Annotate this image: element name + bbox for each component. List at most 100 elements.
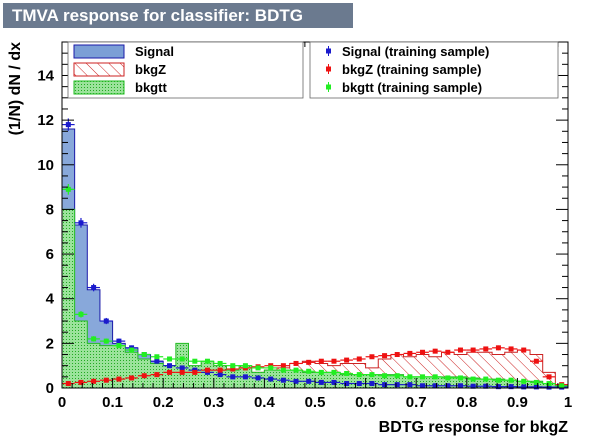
data-point xyxy=(65,186,71,192)
data-point xyxy=(356,381,362,387)
data-point xyxy=(546,384,552,390)
data-point xyxy=(546,381,552,387)
data-point xyxy=(103,338,109,344)
y-tick-label: 10 xyxy=(37,157,54,174)
data-point xyxy=(369,354,375,360)
data-point xyxy=(318,379,324,385)
data-point xyxy=(495,384,501,390)
data-point xyxy=(331,369,337,375)
x-tick-label: 0.1 xyxy=(102,394,123,411)
data-point xyxy=(91,285,97,291)
data-point xyxy=(141,352,147,358)
axes: 0 0.1 0.2 0.3 0.4 0.5 0.6 0.7 0.8 0.9 102468101214… xyxy=(7,41,572,436)
markers-bkgtt-training xyxy=(62,184,568,389)
data-point xyxy=(78,220,84,226)
data-point xyxy=(268,365,274,371)
data-point xyxy=(280,377,286,383)
legend-swatch-bkgtt xyxy=(73,80,125,95)
data-point xyxy=(533,358,539,364)
data-point xyxy=(369,381,375,387)
data-point xyxy=(508,384,514,390)
data-point xyxy=(382,382,388,388)
legend-label-bkgz: bkgZ xyxy=(135,62,166,77)
data-point xyxy=(154,372,160,378)
data-point xyxy=(204,358,210,364)
data-point xyxy=(559,383,565,389)
x-tick-label: 0.6 xyxy=(355,394,376,411)
data-point xyxy=(331,379,337,385)
data-point xyxy=(521,347,527,353)
y-tick-label: 0 xyxy=(46,380,54,397)
data-point xyxy=(318,369,324,375)
legend: Signal bkgZ bkgtt Signal (training sample) b… xyxy=(67,41,559,99)
data-point xyxy=(78,311,84,317)
data-point xyxy=(457,347,463,353)
data-point xyxy=(483,383,489,389)
data-point xyxy=(318,358,324,364)
data-point xyxy=(293,367,299,373)
data-point xyxy=(356,372,362,378)
data-point xyxy=(432,374,438,380)
data-point xyxy=(293,360,299,366)
data-point xyxy=(394,373,400,379)
data-point xyxy=(293,378,299,384)
data-point xyxy=(129,375,135,381)
data-point xyxy=(369,372,375,378)
legend-swatch-bkgz xyxy=(73,62,125,77)
data-point xyxy=(65,381,71,387)
data-point xyxy=(407,374,413,380)
y-tick-label: 8 xyxy=(46,201,54,218)
x-tick-label: 0.7 xyxy=(406,394,427,411)
data-point xyxy=(116,338,122,344)
y-axis-label: (1/N) dN / dx xyxy=(7,42,24,135)
data-point xyxy=(344,381,350,387)
data-point xyxy=(167,369,173,375)
data-point xyxy=(179,365,185,371)
data-point xyxy=(331,358,337,364)
legend-swatch-signal xyxy=(73,44,125,59)
data-point xyxy=(306,359,312,365)
data-point xyxy=(495,377,501,383)
data-point xyxy=(420,383,426,389)
data-point xyxy=(192,369,198,375)
data-point xyxy=(78,379,84,385)
legend-label-training-1: bkgZ (training sample) xyxy=(342,62,481,77)
data-point xyxy=(407,350,413,356)
data-point xyxy=(420,349,426,355)
data-point xyxy=(167,356,173,362)
data-point xyxy=(508,377,514,383)
legend-label-bkgtt: bkgtt xyxy=(135,80,167,95)
data-point xyxy=(242,363,248,369)
data-point xyxy=(280,367,286,373)
data-point xyxy=(521,378,527,384)
data-point xyxy=(217,367,223,373)
legend-right-box xyxy=(309,41,559,99)
data-point xyxy=(179,369,185,375)
data-point xyxy=(230,363,236,369)
data-point xyxy=(407,382,413,388)
x-tick-label: 0.5 xyxy=(305,394,326,411)
data-point xyxy=(116,376,122,382)
y-tick-label: 6 xyxy=(46,246,54,263)
x-tick-label: 0.9 xyxy=(507,394,528,411)
data-point xyxy=(420,374,426,380)
data-point xyxy=(217,372,223,378)
data-point xyxy=(141,373,147,379)
data-point xyxy=(91,378,97,384)
data-point xyxy=(230,366,236,372)
data-point xyxy=(154,354,160,360)
data-point xyxy=(445,349,451,355)
x-tick-label: 0.4 xyxy=(254,394,276,411)
data-point xyxy=(483,376,489,382)
y-tick-label: 14 xyxy=(37,67,54,84)
data-point xyxy=(103,377,109,383)
data-point xyxy=(495,345,501,351)
data-point xyxy=(508,346,514,352)
data-point xyxy=(91,336,97,342)
data-point xyxy=(382,373,388,379)
data-point xyxy=(217,360,223,366)
data-point xyxy=(306,368,312,374)
data-point xyxy=(65,122,71,128)
data-point xyxy=(382,353,388,359)
